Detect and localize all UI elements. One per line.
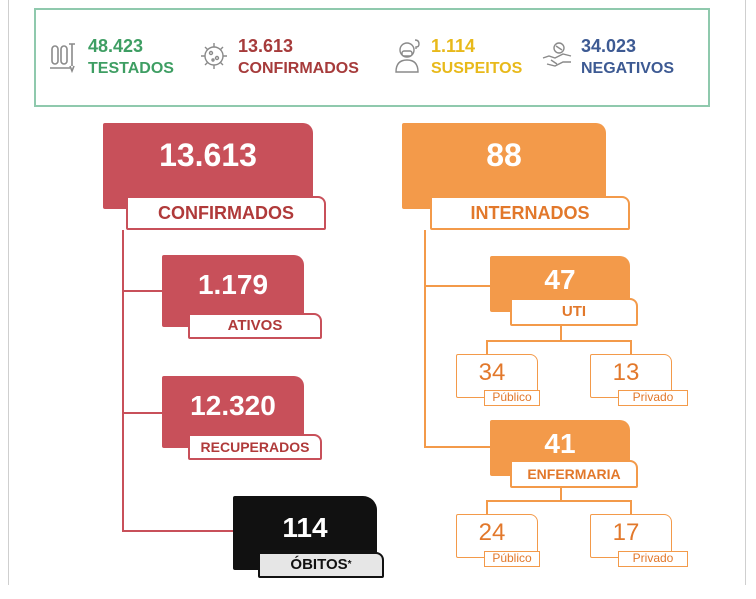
page-edge-right [745,0,746,585]
uti-privado-tag: Privado [618,390,688,406]
enfermaria-publico-tag: Público [484,551,540,567]
uti-privado-value: 13 [612,359,640,386]
stat-testados: 48.423 TESTADOS [48,34,198,84]
enfermaria-tag: ENFERMARIA [510,460,638,488]
connector-line [630,340,632,354]
internados-box: 88 [402,123,606,209]
connector-line [486,500,630,502]
connector-line [486,500,488,514]
handshake-icon [542,42,572,67]
enfermaria-privado-tag: Privado [618,551,688,567]
connector-line [122,230,124,530]
uti-publico-tag: Público [484,390,540,406]
ativos-tag: ATIVOS [188,313,322,339]
testados-label: TESTADOS [88,60,174,77]
stat-confirmados: 13.613 CONFIRMADOS [198,34,388,84]
uti-value: 47 [544,264,576,295]
connector-line [630,500,632,514]
internados-tag: INTERNADOS [430,196,630,230]
confirmados-label: CONFIRMADOS [238,60,359,77]
test-tubes-icon [50,43,75,74]
confirmados-value: 13.613 [238,36,294,56]
stat-negativos: 34.023 NEGATIVOS [541,34,711,84]
negativos-value: 34.023 [581,36,637,56]
enfermaria-privado-value: 17 [612,519,640,546]
confirmados-total: 13.613 [159,137,257,173]
negativos-label: NEGATIVOS [581,60,675,77]
enfermaria-privado-box: 17 [590,514,672,558]
connector-line [486,340,630,342]
connector-line [560,488,562,500]
connector-line [424,285,490,287]
connector-line [122,530,233,532]
enfermaria-publico-value: 24 [478,519,506,546]
page-edge-left [8,0,9,585]
obitos-footnote-marker: * [347,559,352,570]
recuperados-tag: RECUPERADOS [188,434,322,460]
suspeitos-value: 1.114 [431,36,476,56]
internados-total: 88 [486,137,522,173]
testados-value: 48.423 [88,36,144,56]
connector-line [424,230,426,446]
ativos-value: 1.179 [197,269,269,300]
confirmados-box: 13.613 [103,123,313,209]
connector-line [122,412,162,414]
uti-tag: UTI [510,298,638,326]
obitos-label: ÓBITOS [290,556,348,573]
connector-line [424,446,490,448]
stat-suspeitos: 1.114 SUSPEITOS [391,34,531,84]
obitos-value: 114 [282,512,328,543]
masked-person-icon [395,39,420,73]
uti-publico-value: 34 [478,359,506,386]
obitos-tag: ÓBITOS* [258,552,384,578]
summary-panel: 48.423 TESTADOS 13.613 CONFIRMADOS 1.114… [34,8,710,107]
enfermaria-value: 41 [544,428,576,459]
suspeitos-label: SUSPEITOS [431,60,523,77]
connector-line [560,326,562,340]
confirmados-tag: CONFIRMADOS [126,196,326,230]
virus-icon [201,43,227,69]
connector-line [486,340,488,354]
recuperados-value: 12.320 [190,390,276,421]
enfermaria-publico-box: 24 [456,514,538,558]
connector-line [122,290,162,292]
